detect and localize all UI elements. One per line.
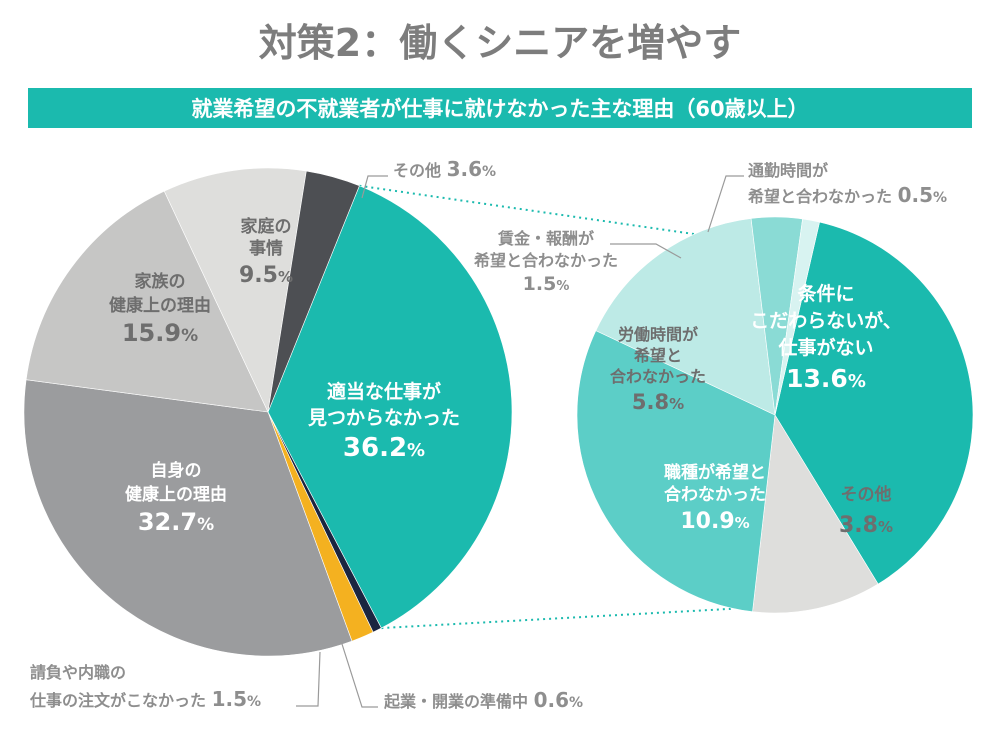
slice-label-s2: 起業・開業の準備中 0.6% bbox=[341, 643, 583, 712]
category-text-s6: 家庭の bbox=[241, 216, 292, 237]
category-text-s6: 事情 bbox=[249, 238, 283, 259]
value-text-s4: 32.7 bbox=[138, 508, 197, 536]
pie-slice-b3 bbox=[576, 330, 776, 613]
value-text-b5: 1.5 bbox=[523, 273, 557, 295]
category-text-b1: 仕事がない bbox=[777, 336, 873, 359]
value-text-b6: 0.5 bbox=[898, 183, 933, 207]
pie-slice-s5 bbox=[25, 190, 269, 413]
category-text-s1: 見つからなかった bbox=[308, 407, 460, 429]
value-label-s1: 36.2% bbox=[343, 433, 425, 463]
value-text-s1: 36.2 bbox=[343, 433, 407, 463]
leader-line-s2 bbox=[341, 643, 378, 708]
pie-slice-b2 bbox=[752, 414, 879, 614]
category-text-s2: 起業・開業の準備中 0.6% bbox=[383, 688, 583, 712]
category-text-s4: 自身の bbox=[151, 460, 202, 481]
value-label-b2: 3.8% bbox=[839, 513, 893, 538]
slice-label-b2: その他 3.8% bbox=[839, 484, 893, 538]
subtitle-banner bbox=[28, 88, 972, 128]
category-text-b6: 通勤時間が bbox=[748, 161, 828, 180]
category-text-s1: 適当な仕事が bbox=[327, 380, 441, 403]
value-text-s5: 15.9 bbox=[122, 319, 181, 347]
value-label-s4: 32.7% bbox=[138, 508, 214, 536]
value-text-s3: 1.5 bbox=[212, 687, 247, 711]
pie-slice-b4 bbox=[595, 218, 776, 416]
value-label-b3: 10.9% bbox=[680, 509, 749, 534]
category-text-s3: 請負や内職の bbox=[30, 663, 126, 682]
category-text-b3: 合わなかった bbox=[664, 484, 766, 505]
connector-lines bbox=[359, 184, 734, 630]
category-text-b3: 職種が希望と bbox=[664, 462, 766, 483]
value-text-s6: 9.5 bbox=[239, 263, 278, 288]
category-text-b1: こだわらないが、 bbox=[750, 309, 902, 332]
chart-subtitle: 就業希望の不就業者が仕事に就けなかった主な理由（60歳以上） bbox=[191, 97, 808, 121]
pie-slice-s1 bbox=[267, 185, 513, 629]
connector-bottom bbox=[381, 607, 734, 630]
value-text-s7: 3.6 bbox=[447, 157, 482, 181]
category-text-s5: 家族の bbox=[135, 271, 186, 292]
value-label-b4: 5.8% bbox=[632, 390, 684, 414]
pie-slice-b1 bbox=[774, 221, 974, 585]
leader-line-s7 bbox=[361, 175, 388, 199]
connector-top bbox=[359, 184, 695, 236]
value-text-b1: 13.6 bbox=[786, 364, 848, 393]
value-label-s6: 9.5% bbox=[239, 263, 293, 288]
leader-line-s3 bbox=[296, 651, 321, 707]
value-text-b2: 3.8 bbox=[839, 513, 878, 538]
value-label-s5: 15.9% bbox=[122, 319, 198, 347]
category-text-s3: 仕事の注文がこなかった 1.5% bbox=[29, 687, 261, 711]
category-text-b1: 条件に bbox=[797, 282, 854, 305]
value-text-b4: 5.8 bbox=[632, 390, 669, 414]
category-text-b4: 労働時間が bbox=[618, 325, 698, 344]
category-text-b4: 合わなかった bbox=[610, 367, 706, 386]
category-text-b5: 賃金・報酬が bbox=[497, 229, 594, 248]
value-label-b1: 13.6% bbox=[786, 364, 866, 393]
page-title: 対策2：働くシニアを増やす bbox=[259, 21, 741, 65]
pie-slice-s6 bbox=[163, 167, 307, 414]
breakdown-pie bbox=[576, 216, 974, 614]
category-text-b4: 希望と bbox=[634, 346, 682, 365]
value-text-s2: 0.6 bbox=[534, 688, 569, 712]
pie-slice-s4 bbox=[23, 379, 353, 657]
pie-slice-s7 bbox=[267, 170, 360, 413]
value-label-b5: 1.5% bbox=[523, 273, 570, 295]
category-text-s4: 健康上の理由 bbox=[125, 484, 227, 505]
leader-line-b5 bbox=[610, 243, 682, 259]
leader-line-b6 bbox=[707, 175, 744, 233]
category-text-s7: その他 3.6% bbox=[393, 157, 496, 181]
category-text-b6: 希望と合わなかった 0.5% bbox=[748, 183, 947, 207]
value-text-b3: 10.9 bbox=[680, 509, 734, 534]
pie-slice-b6 bbox=[774, 218, 820, 416]
main-pie bbox=[23, 167, 513, 657]
category-text-s5: 健康上の理由 bbox=[109, 295, 211, 316]
category-text-b2: その他 bbox=[841, 484, 892, 505]
category-text-b5: 希望と合わなかった bbox=[474, 251, 618, 270]
slice-label-s7: その他 3.6% bbox=[361, 157, 496, 199]
